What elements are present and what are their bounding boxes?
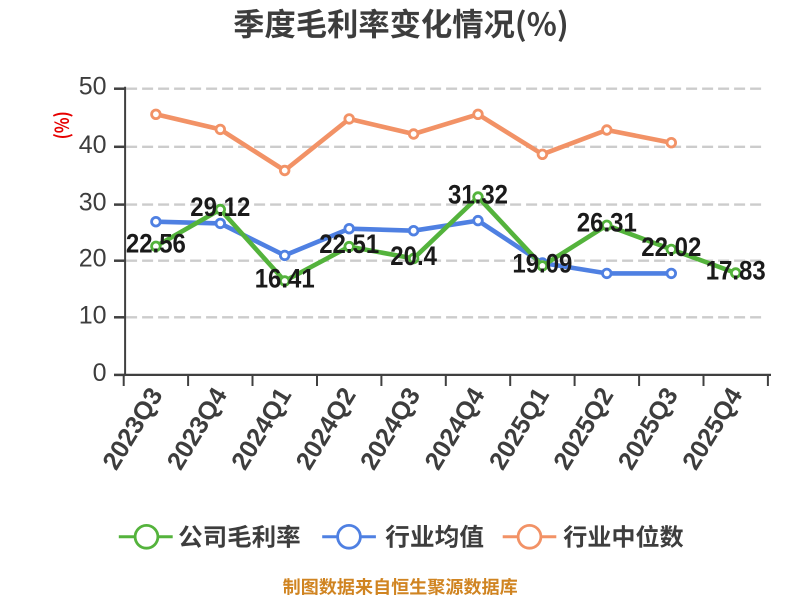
svg-text:31.32: 31.32 <box>448 179 508 209</box>
svg-text:17.83: 17.83 <box>706 255 766 285</box>
svg-text:10: 10 <box>79 301 107 329</box>
svg-text:40: 40 <box>79 131 107 159</box>
svg-text:29.12: 29.12 <box>190 192 250 222</box>
svg-text:50: 50 <box>79 73 107 101</box>
svg-text:22.56: 22.56 <box>126 229 186 259</box>
svg-text:22.02: 22.02 <box>641 232 701 262</box>
svg-text:30: 30 <box>79 189 107 217</box>
svg-text:22.51: 22.51 <box>319 229 379 259</box>
svg-text:20: 20 <box>79 245 107 273</box>
svg-text:26.31: 26.31 <box>577 208 637 238</box>
svg-text:0: 0 <box>93 359 107 387</box>
svg-text:20.4: 20.4 <box>390 241 437 271</box>
svg-text:16.41: 16.41 <box>255 263 315 293</box>
svg-text:19.09: 19.09 <box>512 248 572 278</box>
